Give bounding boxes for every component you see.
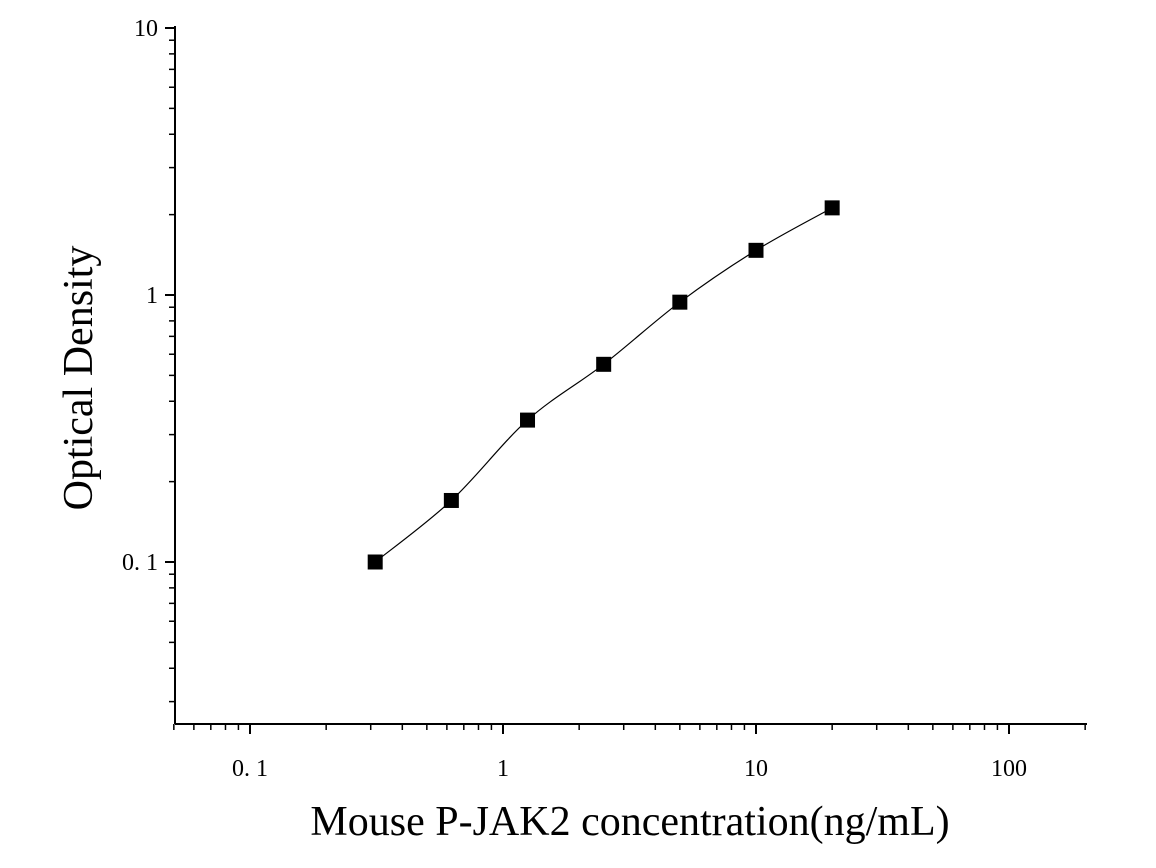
data-point-marker xyxy=(443,492,459,508)
y-tick-label: 1 xyxy=(146,283,158,309)
data-point-marker xyxy=(748,242,764,258)
data-point-marker xyxy=(596,356,612,372)
data-point-marker xyxy=(520,412,536,428)
x-tick-label: 10 xyxy=(744,756,768,782)
x-tick-label: 1 xyxy=(497,756,509,782)
data-point-marker xyxy=(367,554,383,570)
data-markers xyxy=(367,200,840,570)
y-tick-label: 10 xyxy=(134,16,158,42)
axis-ticks xyxy=(165,27,1086,734)
axis-tick-labels: 0. 1 1 10 100 0. 1 1 10 xyxy=(122,16,1027,782)
data-point-marker xyxy=(672,294,688,310)
fit-curve xyxy=(374,207,833,563)
axes xyxy=(174,26,1087,725)
y-axis-title: Optical Density xyxy=(56,246,102,511)
x-axis-title: Mouse P-JAK2 concentration(ng/mL) xyxy=(310,799,949,845)
x-tick-label: 0. 1 xyxy=(232,756,268,782)
data-point-marker xyxy=(824,200,840,216)
y-tick-label: 0. 1 xyxy=(122,550,158,576)
x-tick-label: 100 xyxy=(991,756,1027,782)
